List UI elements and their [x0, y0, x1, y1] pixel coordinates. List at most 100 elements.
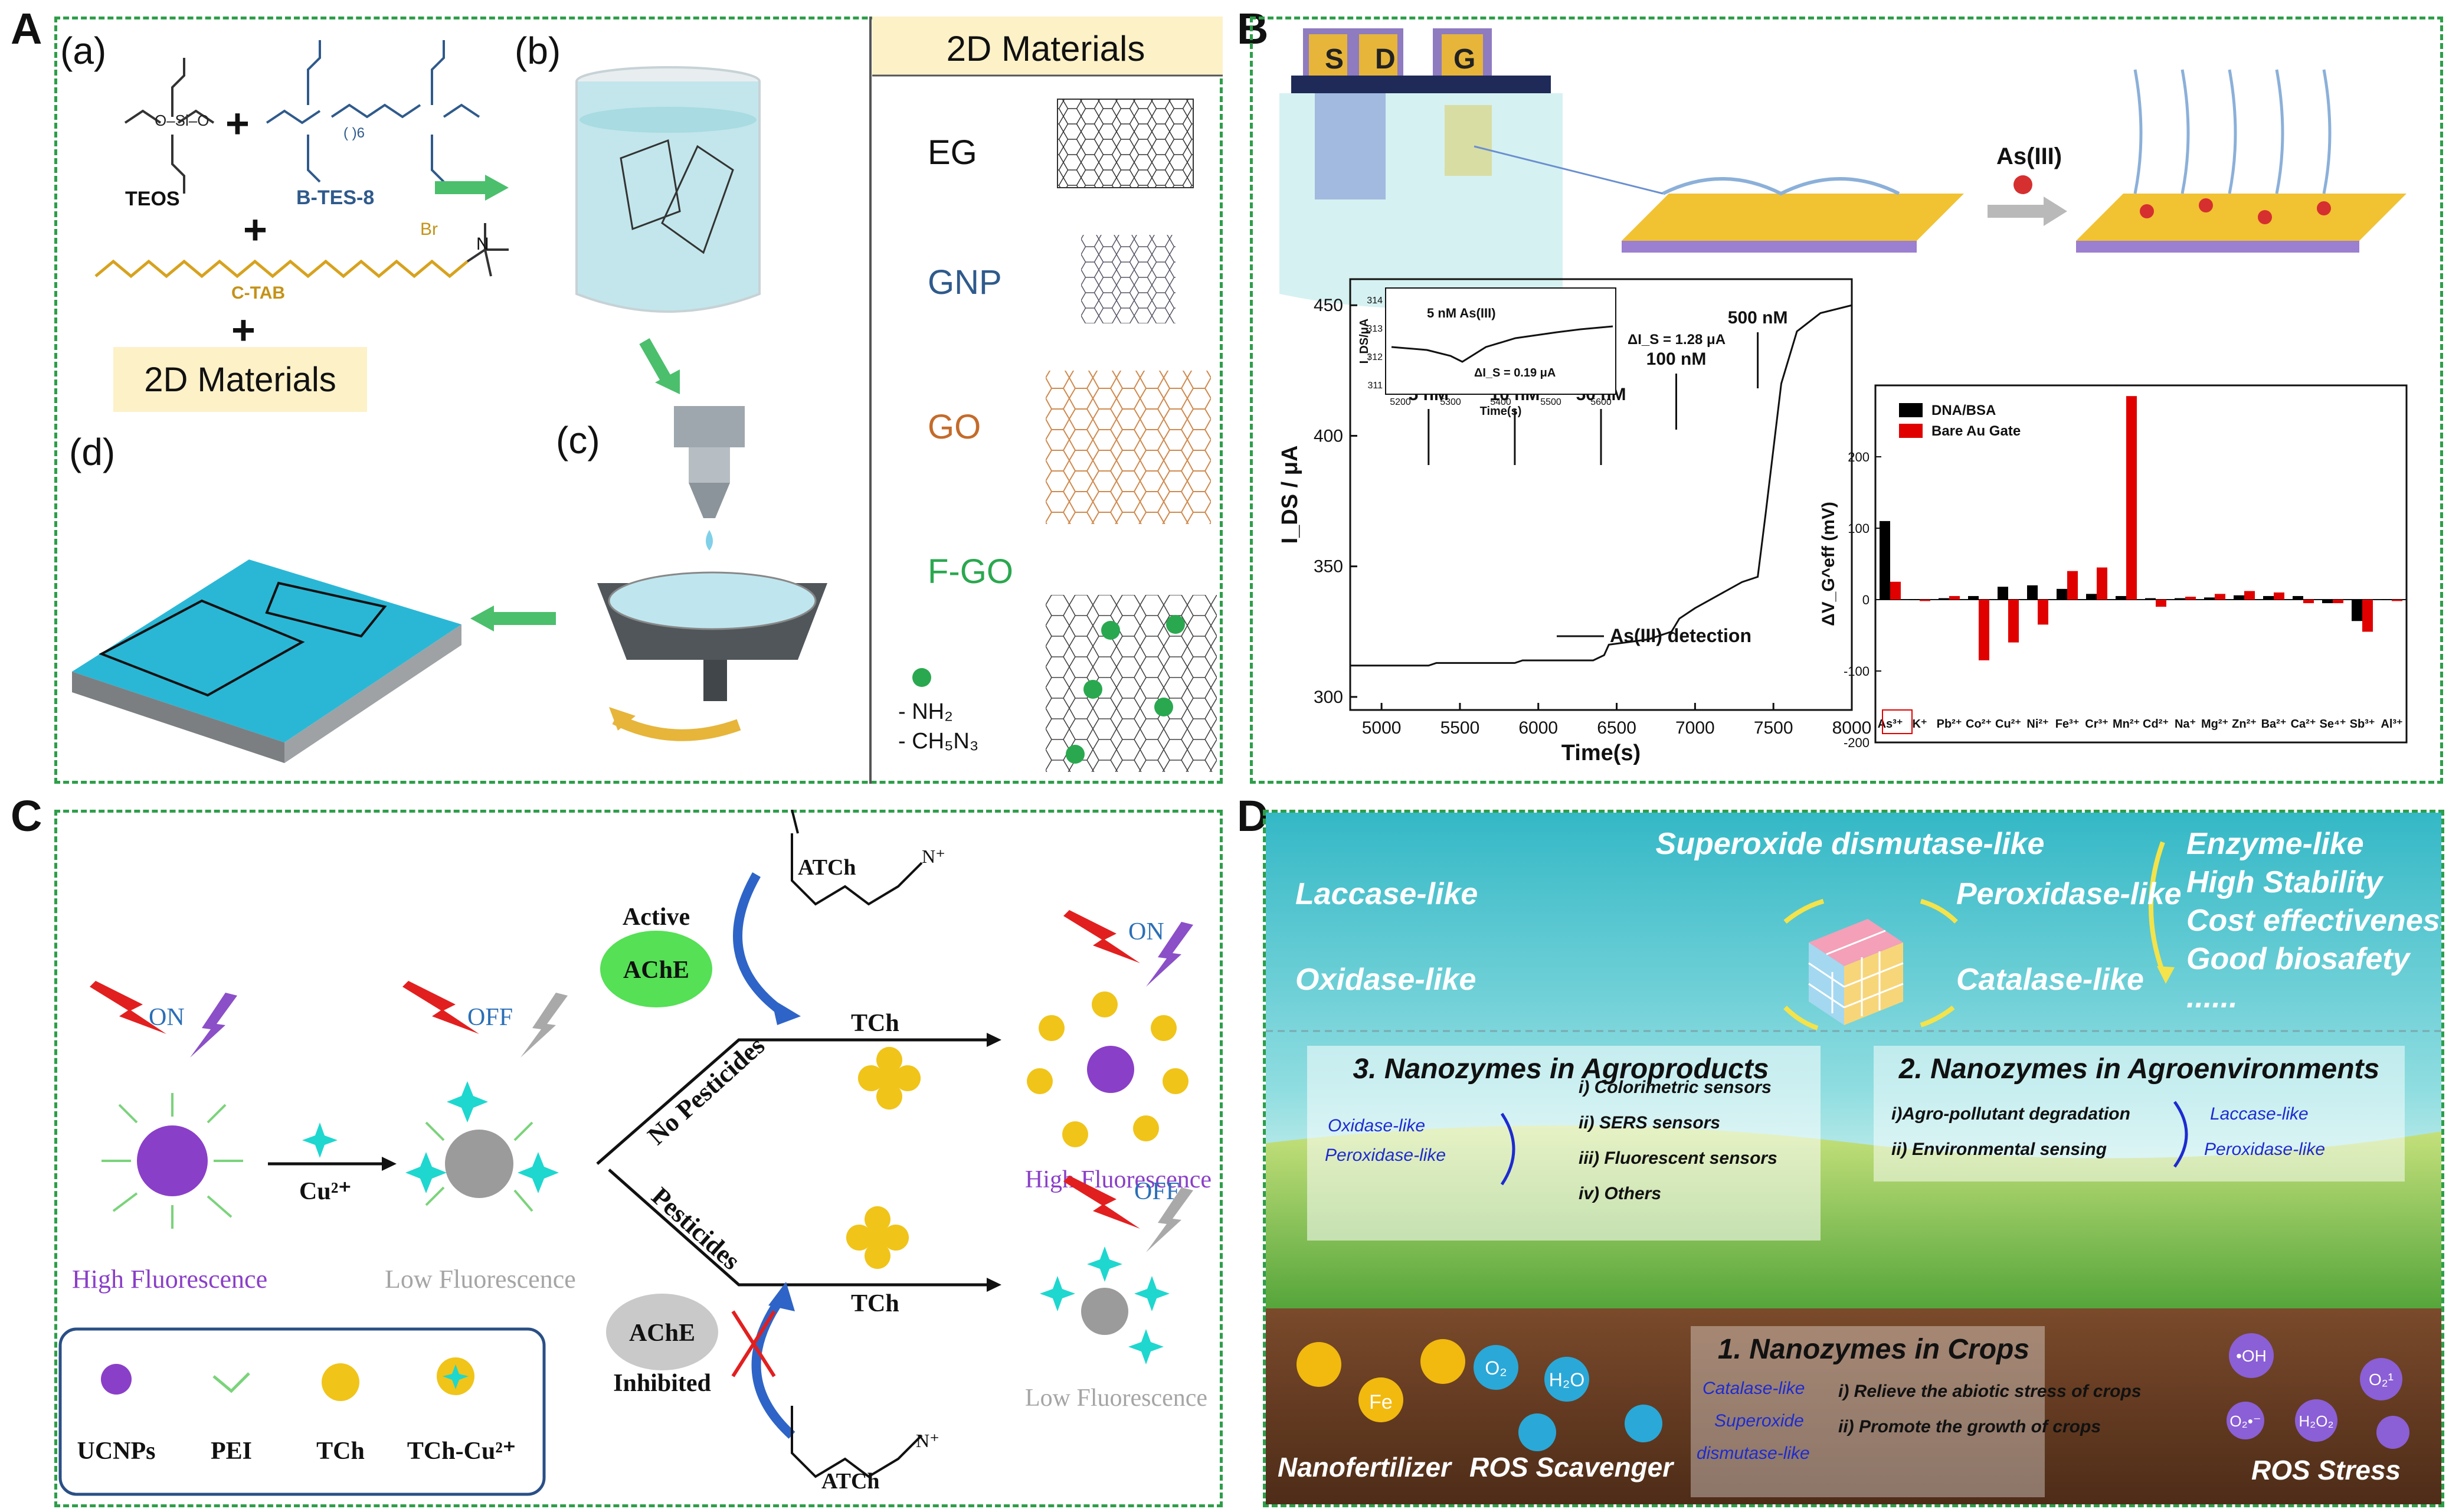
chart1-inset-label: 5 nM As(III) [1427, 306, 1496, 320]
nh2-label: - NH₂ [898, 699, 953, 724]
chart2-category-label: Mn²⁺ [2113, 718, 2140, 731]
chart1-inset-ylabel: I_DS/μA [1358, 319, 1371, 364]
nanofertilizer-label: Nanofertilizer [1278, 1452, 1452, 1482]
agro-item-4: iv) Others [1579, 1184, 1661, 1203]
chart2-highlight-box [1882, 709, 1913, 734]
gold-surface-before [1622, 177, 1964, 253]
high-fluorescence-label-1: High Fluorescence [72, 1265, 267, 1294]
panel-c [54, 810, 1223, 1507]
o2-singlet-label: O₂¹ [2369, 1370, 2394, 1389]
teos-label: TEOS [125, 188, 180, 210]
excitation-lightning-icon [90, 981, 237, 1058]
chart2-category-label: K⁺ [1913, 718, 1927, 731]
chart2-category-label: Ba²⁺ [2261, 718, 2287, 731]
chart1-xtick-label: 6500 [1597, 718, 1636, 738]
chart2-bar-bare-au-4 [2008, 600, 2019, 643]
coated-film-icon [72, 559, 461, 763]
chart2-ylabel: ΔV_G^eff (mV) [1819, 502, 1838, 626]
chart1-inset-ytick: 314 [1367, 296, 1383, 306]
chart2-category-label: Pb²⁺ [1937, 718, 1962, 731]
agro-item-3: iii) Fluorescent sensors [1579, 1148, 1777, 1168]
nplus-label-1: N⁺ [922, 846, 945, 867]
chart2-category-label: Ca²⁺ [2291, 718, 2316, 731]
chart1-xtick-label: 5500 [1440, 718, 1480, 738]
chart2-bar-dna-bsa-11 [2204, 597, 2215, 600]
crops-superoxide: Superoxide [1714, 1411, 1804, 1431]
panel-a-graphics: (a) (b) (c) (d) O–Si–O TEOS + ( )6 B-TES… [60, 17, 1223, 784]
chart2-legend-swatch [1899, 403, 1923, 417]
sub-label-b: (b) [515, 30, 561, 72]
sub-label-c: (c) [556, 419, 600, 462]
panel-d-graphics: Superoxide dismutase-like Laccase-like P… [1266, 813, 2441, 1504]
chart2-frame [1874, 384, 2408, 744]
chart2-category-label: Cd²⁺ [2143, 718, 2169, 731]
electrode-s: S [1325, 44, 1344, 75]
enzyme-laccase: Laccase-like [1295, 877, 1478, 911]
chart1-inset-xtick: 5400 [1490, 397, 1511, 407]
material-eg: EG [928, 133, 977, 172]
chart1-ytick-label: 400 [1314, 426, 1343, 446]
chart2-bar-bare-au-6 [2067, 571, 2078, 600]
prop-cost: Cost effectiveness [2186, 904, 2441, 938]
svg-text:( )6: ( )6 [343, 125, 365, 141]
agroproducts-box [1307, 1046, 1821, 1241]
no-pesticides-label: No Pesticides [642, 1031, 770, 1150]
spin-coater-icon [597, 406, 827, 741]
chart1-inset-frame [1385, 287, 1616, 395]
crops-title: 1. Nanozymes in Crops [1718, 1334, 2029, 1365]
panel-c-graphics: ON High Fluorescence Cu²⁺ OFF Low Fluore… [58, 810, 1212, 1496]
chart2-ytick-label: -200 [1844, 735, 1870, 750]
cu-label: Cu²⁺ [299, 1178, 351, 1205]
chart2-category-label: Cu²⁺ [1995, 718, 2021, 731]
chart2-bar-dna-bsa-9 [2145, 598, 2156, 600]
gold-surface-after [2076, 69, 2407, 253]
ache-inhibited-cloud [606, 1294, 718, 1370]
chart1-inset-ytick: 312 [1367, 352, 1383, 362]
plus-3: + [231, 307, 256, 353]
chart2-category-label: Na⁺ [2175, 718, 2196, 731]
chart2-bar-bare-au-16 [2362, 600, 2373, 632]
chart2-bar-bare-au-5 [2038, 600, 2048, 625]
tch-icon-2 [846, 1206, 909, 1269]
superoxide-label: O₂•⁻ [2229, 1412, 2261, 1430]
materials-box-label: 2D Materials [144, 361, 336, 399]
chart1-ytick-label: 350 [1314, 557, 1343, 577]
chart2-bar-dna-bsa-16 [2352, 600, 2362, 621]
chart2-bar-bare-au-3 [1979, 600, 1989, 660]
crops-item-2: ii) Promote the growth of crops [1838, 1417, 2101, 1436]
legend-tch-icon [322, 1363, 359, 1401]
nplus-label-2: N⁺ [916, 1430, 939, 1451]
plus-2: + [243, 207, 267, 253]
quench-lightning-icon [402, 981, 568, 1058]
chart2-bar-dna-bsa-12 [2234, 595, 2244, 600]
graphene-go-icon [1046, 371, 1211, 524]
chart1-ytick-label: 300 [1314, 688, 1343, 707]
electrode-d: D [1375, 44, 1396, 75]
low-fluorescence-cluster-icon [1040, 1176, 1193, 1364]
graphene-gnp-icon [1081, 235, 1176, 323]
chart1-series-line [1350, 304, 1852, 667]
prop-more: ...... [2186, 980, 2238, 1014]
crops-dismutase: dismutase-like [1697, 1444, 1810, 1463]
enzyme-catalase: Catalase-like [1956, 963, 2144, 997]
panel-label-c: C [11, 791, 42, 840]
chart1-annotation: 100 nM [1646, 349, 1707, 369]
cu-ion-icon [302, 1122, 338, 1158]
chart1-xtick-label: 5000 [1362, 718, 1402, 738]
tch-icon [857, 1046, 921, 1110]
materials-box [113, 347, 367, 412]
legend-pei: PEI [211, 1438, 252, 1465]
chart2-category-label: Mg²⁺ [2201, 718, 2228, 731]
chart2-bar-dna-bsa-13 [2263, 595, 2274, 600]
chart2-bar-bare-au-1 [1920, 600, 1930, 601]
ch5n3-label: - CH₅N₃ [898, 729, 978, 754]
panel-d [1263, 810, 2444, 1507]
chart2-legend-swatch [1899, 424, 1923, 438]
chart2-bar-bare-au-0 [1890, 581, 1901, 600]
on-label-1: ON [149, 1004, 185, 1031]
inhibition-cross-icon [731, 1310, 776, 1377]
chart2-bar-bare-au-7 [2097, 567, 2107, 600]
graphene-fgo-icon [1046, 595, 1217, 772]
chart2-bar-bare-au-2 [1949, 595, 1960, 600]
legend-tch: TCh [316, 1438, 365, 1465]
